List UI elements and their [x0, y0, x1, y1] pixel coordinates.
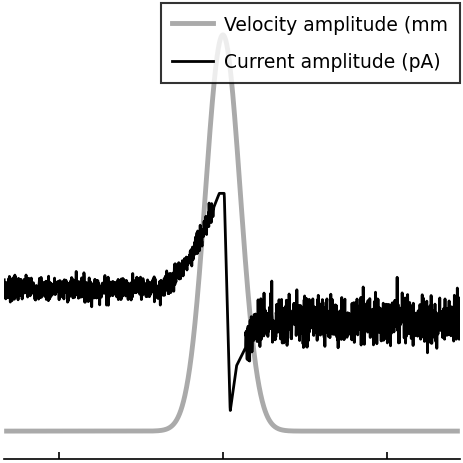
Legend: Velocity amplitude (mm, Current amplitude (pA): Velocity amplitude (mm, Current amplitud… [160, 5, 458, 83]
